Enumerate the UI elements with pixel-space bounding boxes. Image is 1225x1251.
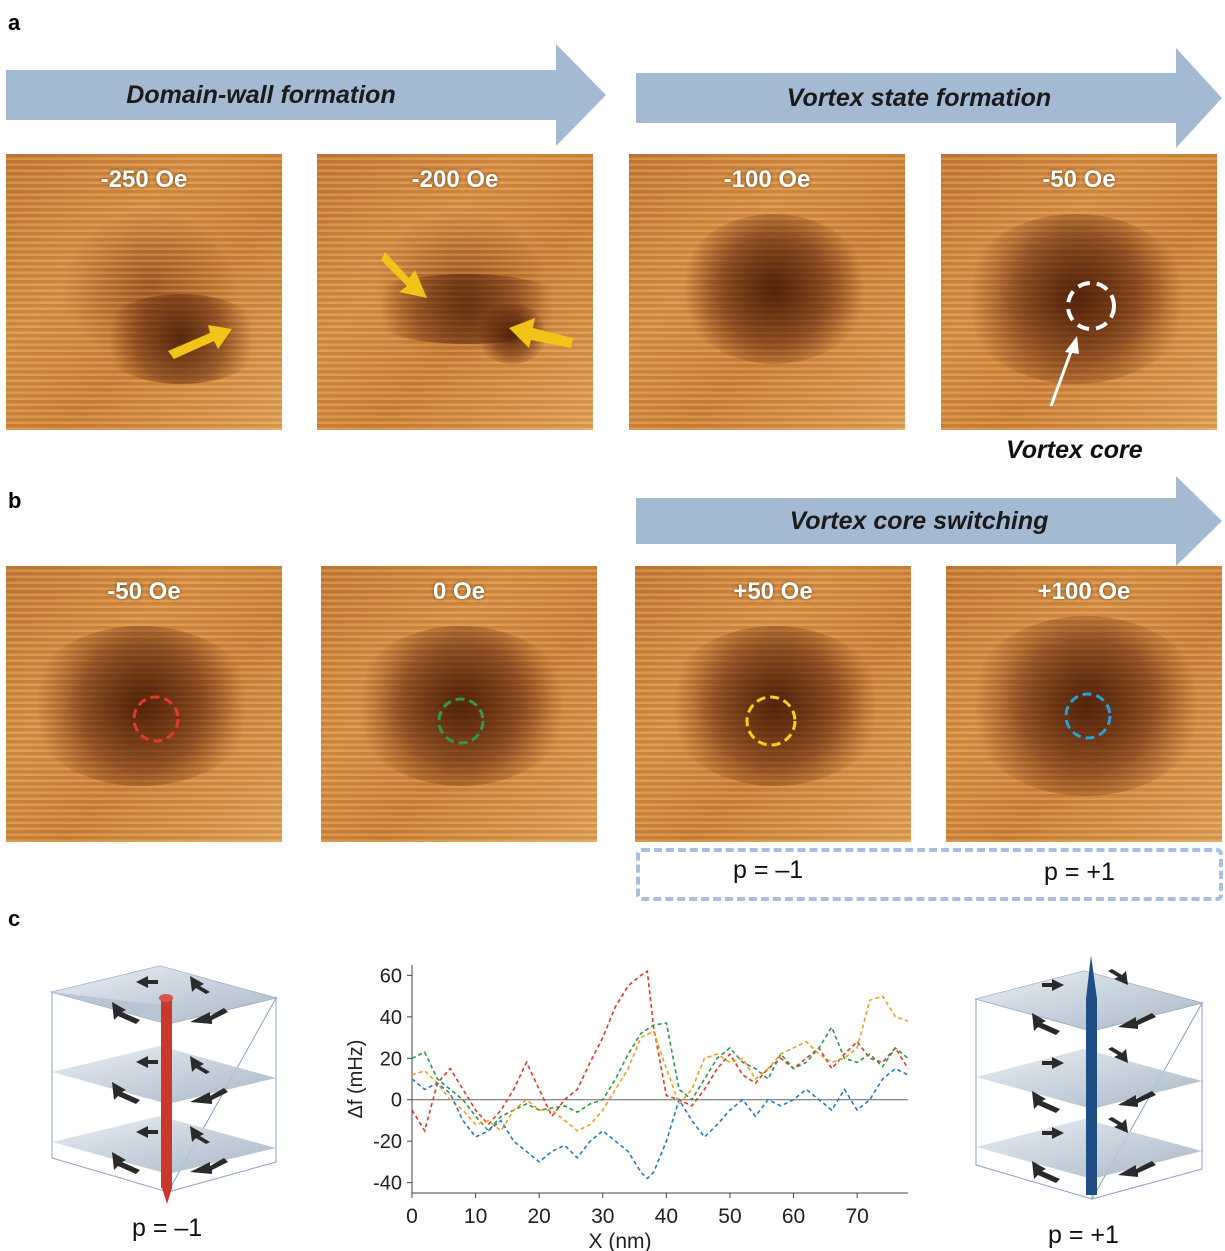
spin-stack-diagram-right bbox=[974, 955, 1204, 1200]
field-label: -50 Oe bbox=[107, 578, 181, 605]
x-tick-label: 30 bbox=[591, 1205, 614, 1228]
yellow-arrow-icon bbox=[381, 252, 427, 298]
y-axis-label: Δf (mHz) bbox=[345, 1040, 367, 1119]
y-tick-label: 20 bbox=[380, 1048, 402, 1070]
series-line-3 bbox=[411, 1067, 909, 1180]
polarity-box bbox=[636, 848, 1223, 901]
afm-image-a3: -100 Oe bbox=[629, 154, 905, 430]
afm-image-a4: -50 Oe bbox=[941, 154, 1217, 430]
x-tick-label: 50 bbox=[718, 1205, 741, 1228]
series-line-0 bbox=[411, 969, 909, 1133]
x-tick-label: 10 bbox=[464, 1205, 487, 1228]
panel-letter-b: b bbox=[8, 488, 22, 513]
afm-image-b2: 0 Oe bbox=[321, 566, 597, 842]
banner-vortex-core-switching-text: Vortex core switching bbox=[789, 506, 1049, 535]
series-line-1 bbox=[411, 1022, 909, 1133]
x-tick-label: 0 bbox=[406, 1205, 418, 1228]
polarity-label-right: p = +1 bbox=[1044, 858, 1115, 886]
banner-arrow-shape bbox=[6, 44, 606, 146]
banner-arrow-shape bbox=[636, 48, 1222, 148]
yellow-arrow-icon bbox=[168, 325, 232, 359]
banner-arrow-shape bbox=[636, 476, 1222, 566]
series-line-2 bbox=[411, 995, 909, 1132]
afm-image-a1: -250 Oe bbox=[6, 154, 282, 430]
banner-vortex-core-switching: Vortex core switching bbox=[636, 476, 1222, 566]
core-circle-red bbox=[132, 695, 180, 743]
banner-vortex-state: Vortex state formation bbox=[636, 48, 1222, 148]
vortex-core-column-blue bbox=[1086, 955, 1097, 1195]
panel-letter-a: a bbox=[8, 10, 21, 35]
spin-stack-diagram-left bbox=[50, 965, 278, 1204]
panel-c-left-caption: p = –1 bbox=[132, 1214, 203, 1242]
y-tick-label: -40 bbox=[373, 1173, 402, 1195]
panel-c-right-caption: p = +1 bbox=[1048, 1221, 1119, 1249]
polarity-label-left: p = –1 bbox=[733, 856, 804, 884]
x-tick-label: 40 bbox=[655, 1205, 678, 1228]
core-circle-yellow bbox=[745, 695, 797, 747]
banner-vortex-state-text: Vortex state formation bbox=[786, 83, 1052, 112]
yellow-arrow-icon bbox=[509, 318, 573, 348]
spin-arrows bbox=[1032, 969, 1156, 1183]
core-circle-blue bbox=[1064, 692, 1112, 740]
field-label: -100 Oe bbox=[723, 166, 811, 193]
field-label: -50 Oe bbox=[1042, 166, 1116, 193]
y-tick-label: 0 bbox=[391, 1090, 402, 1112]
y-tick-label: 40 bbox=[380, 1007, 402, 1029]
banner-domain-wall-text: Domain-wall formation bbox=[126, 80, 396, 109]
field-label: -200 Oe bbox=[411, 166, 499, 193]
x-tick-label: 60 bbox=[782, 1205, 805, 1228]
x-axis-label: X (nm) bbox=[589, 1230, 652, 1251]
field-label: +50 Oe bbox=[733, 578, 813, 605]
banner-domain-wall: Domain-wall formation bbox=[6, 44, 606, 146]
vortex-core-marker bbox=[1049, 281, 1116, 407]
field-label: 0 Oe bbox=[432, 578, 486, 605]
afm-image-b4: +100 Oe bbox=[946, 566, 1222, 842]
vortex-core-label: Vortex core bbox=[1006, 436, 1143, 464]
field-label: +100 Oe bbox=[1037, 578, 1131, 605]
afm-image-a2: -200 Oe bbox=[317, 154, 593, 430]
y-tick-label: 60 bbox=[380, 965, 402, 987]
vortex-core-column-red bbox=[159, 994, 173, 1204]
x-tick-label: 20 bbox=[527, 1205, 550, 1228]
y-tick-label: -20 bbox=[373, 1131, 402, 1153]
spin-arrows bbox=[112, 976, 228, 1174]
afm-image-b3: +50 Oe bbox=[635, 566, 911, 842]
x-tick-label: 70 bbox=[845, 1205, 868, 1228]
afm-image-b1: -50 Oe bbox=[6, 566, 282, 842]
field-label: -250 Oe bbox=[100, 166, 188, 193]
panel-letter-c: c bbox=[8, 906, 21, 931]
core-circle-green bbox=[437, 697, 485, 745]
